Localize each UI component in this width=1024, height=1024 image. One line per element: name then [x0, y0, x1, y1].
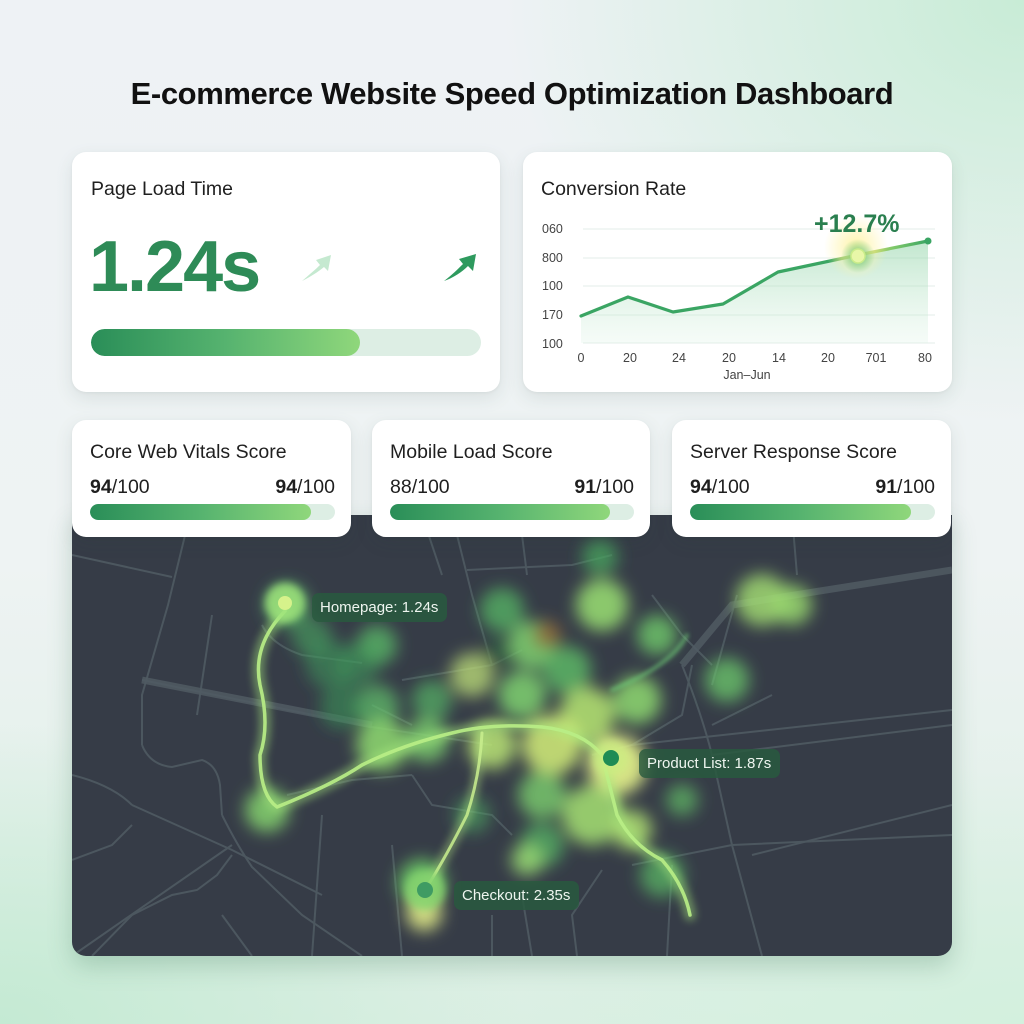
conversion-rate-chart: 060 800 100 170 100 +12.7% 0 20 24 20 14… [542, 210, 935, 382]
score-value-target: 94/100 [275, 476, 335, 498]
x-tick: 80 [918, 351, 932, 365]
map-canvas [72, 515, 952, 956]
conversion-delta: +12.7% [814, 210, 900, 238]
y-tick: 170 [542, 308, 563, 322]
score-value-current: 88/100 [390, 476, 450, 498]
y-tick: 060 [542, 222, 563, 236]
x-tick: 701 [866, 351, 887, 365]
page-title: E-commerce Website Speed Optimization Da… [130, 76, 894, 111]
x-tick: 14 [772, 351, 786, 365]
score-value-target: 91/100 [574, 476, 634, 498]
score-progress-bar [390, 504, 634, 520]
checkout-marker [405, 870, 445, 910]
trend-up-arrow-icon [302, 255, 331, 281]
score-value-current: 94/100 [90, 476, 150, 498]
score-value-target: 91/100 [875, 476, 935, 498]
trend-up-arrow-icon [444, 254, 476, 281]
progress-fill [91, 329, 361, 356]
x-tick: 20 [623, 351, 637, 365]
score-label: Mobile Load Score [390, 441, 553, 463]
score-label: Core Web Vitals Score [90, 441, 287, 463]
conversion-rate-label: Conversion Rate [541, 178, 687, 200]
homepage-marker [265, 583, 305, 623]
y-tick: 100 [542, 279, 563, 293]
x-tick: 24 [672, 351, 686, 365]
y-tick: 100 [542, 337, 563, 351]
homepage-label[interactable]: Homepage: 1.24s [312, 593, 448, 622]
x-tick: 20 [821, 351, 835, 365]
page-load-time-label: Page Load Time [91, 178, 234, 200]
score-value-current: 94/100 [690, 476, 750, 498]
route-path [252, 605, 696, 921]
page-load-time-card: Page Load Time 1.24s [72, 152, 500, 392]
score-progress-bar [90, 504, 335, 520]
product-list-marker [593, 740, 629, 776]
x-tick: 20 [722, 351, 736, 365]
x-tick: 0 [578, 351, 585, 365]
product-list-label[interactable]: Product List: 1.87s [639, 749, 781, 778]
x-axis-label: Jan–Jun [723, 368, 770, 382]
conversion-rate-card: Conversion Rate [523, 152, 952, 392]
checkout-label[interactable]: Checkout: 2.35s [454, 881, 580, 910]
y-tick: 800 [542, 251, 563, 265]
score-progress-bar [690, 504, 935, 520]
score-label: Server Response Score [690, 441, 898, 463]
server-response-score-card: Server Response Score 94/100 91/100 [672, 420, 951, 537]
mobile-load-score-card: Mobile Load Score 88/100 91/100 [372, 420, 650, 537]
highlight-point[interactable] [850, 248, 866, 264]
page-load-progress-bar [91, 329, 481, 356]
performance-heatmap[interactable]: Homepage: 1.24s Product List: 1.87s Chec… [72, 515, 952, 956]
core-web-vitals-card: Core Web Vitals Score 94/100 94/100 [72, 420, 351, 537]
page-load-time-value: 1.24s [89, 227, 261, 307]
